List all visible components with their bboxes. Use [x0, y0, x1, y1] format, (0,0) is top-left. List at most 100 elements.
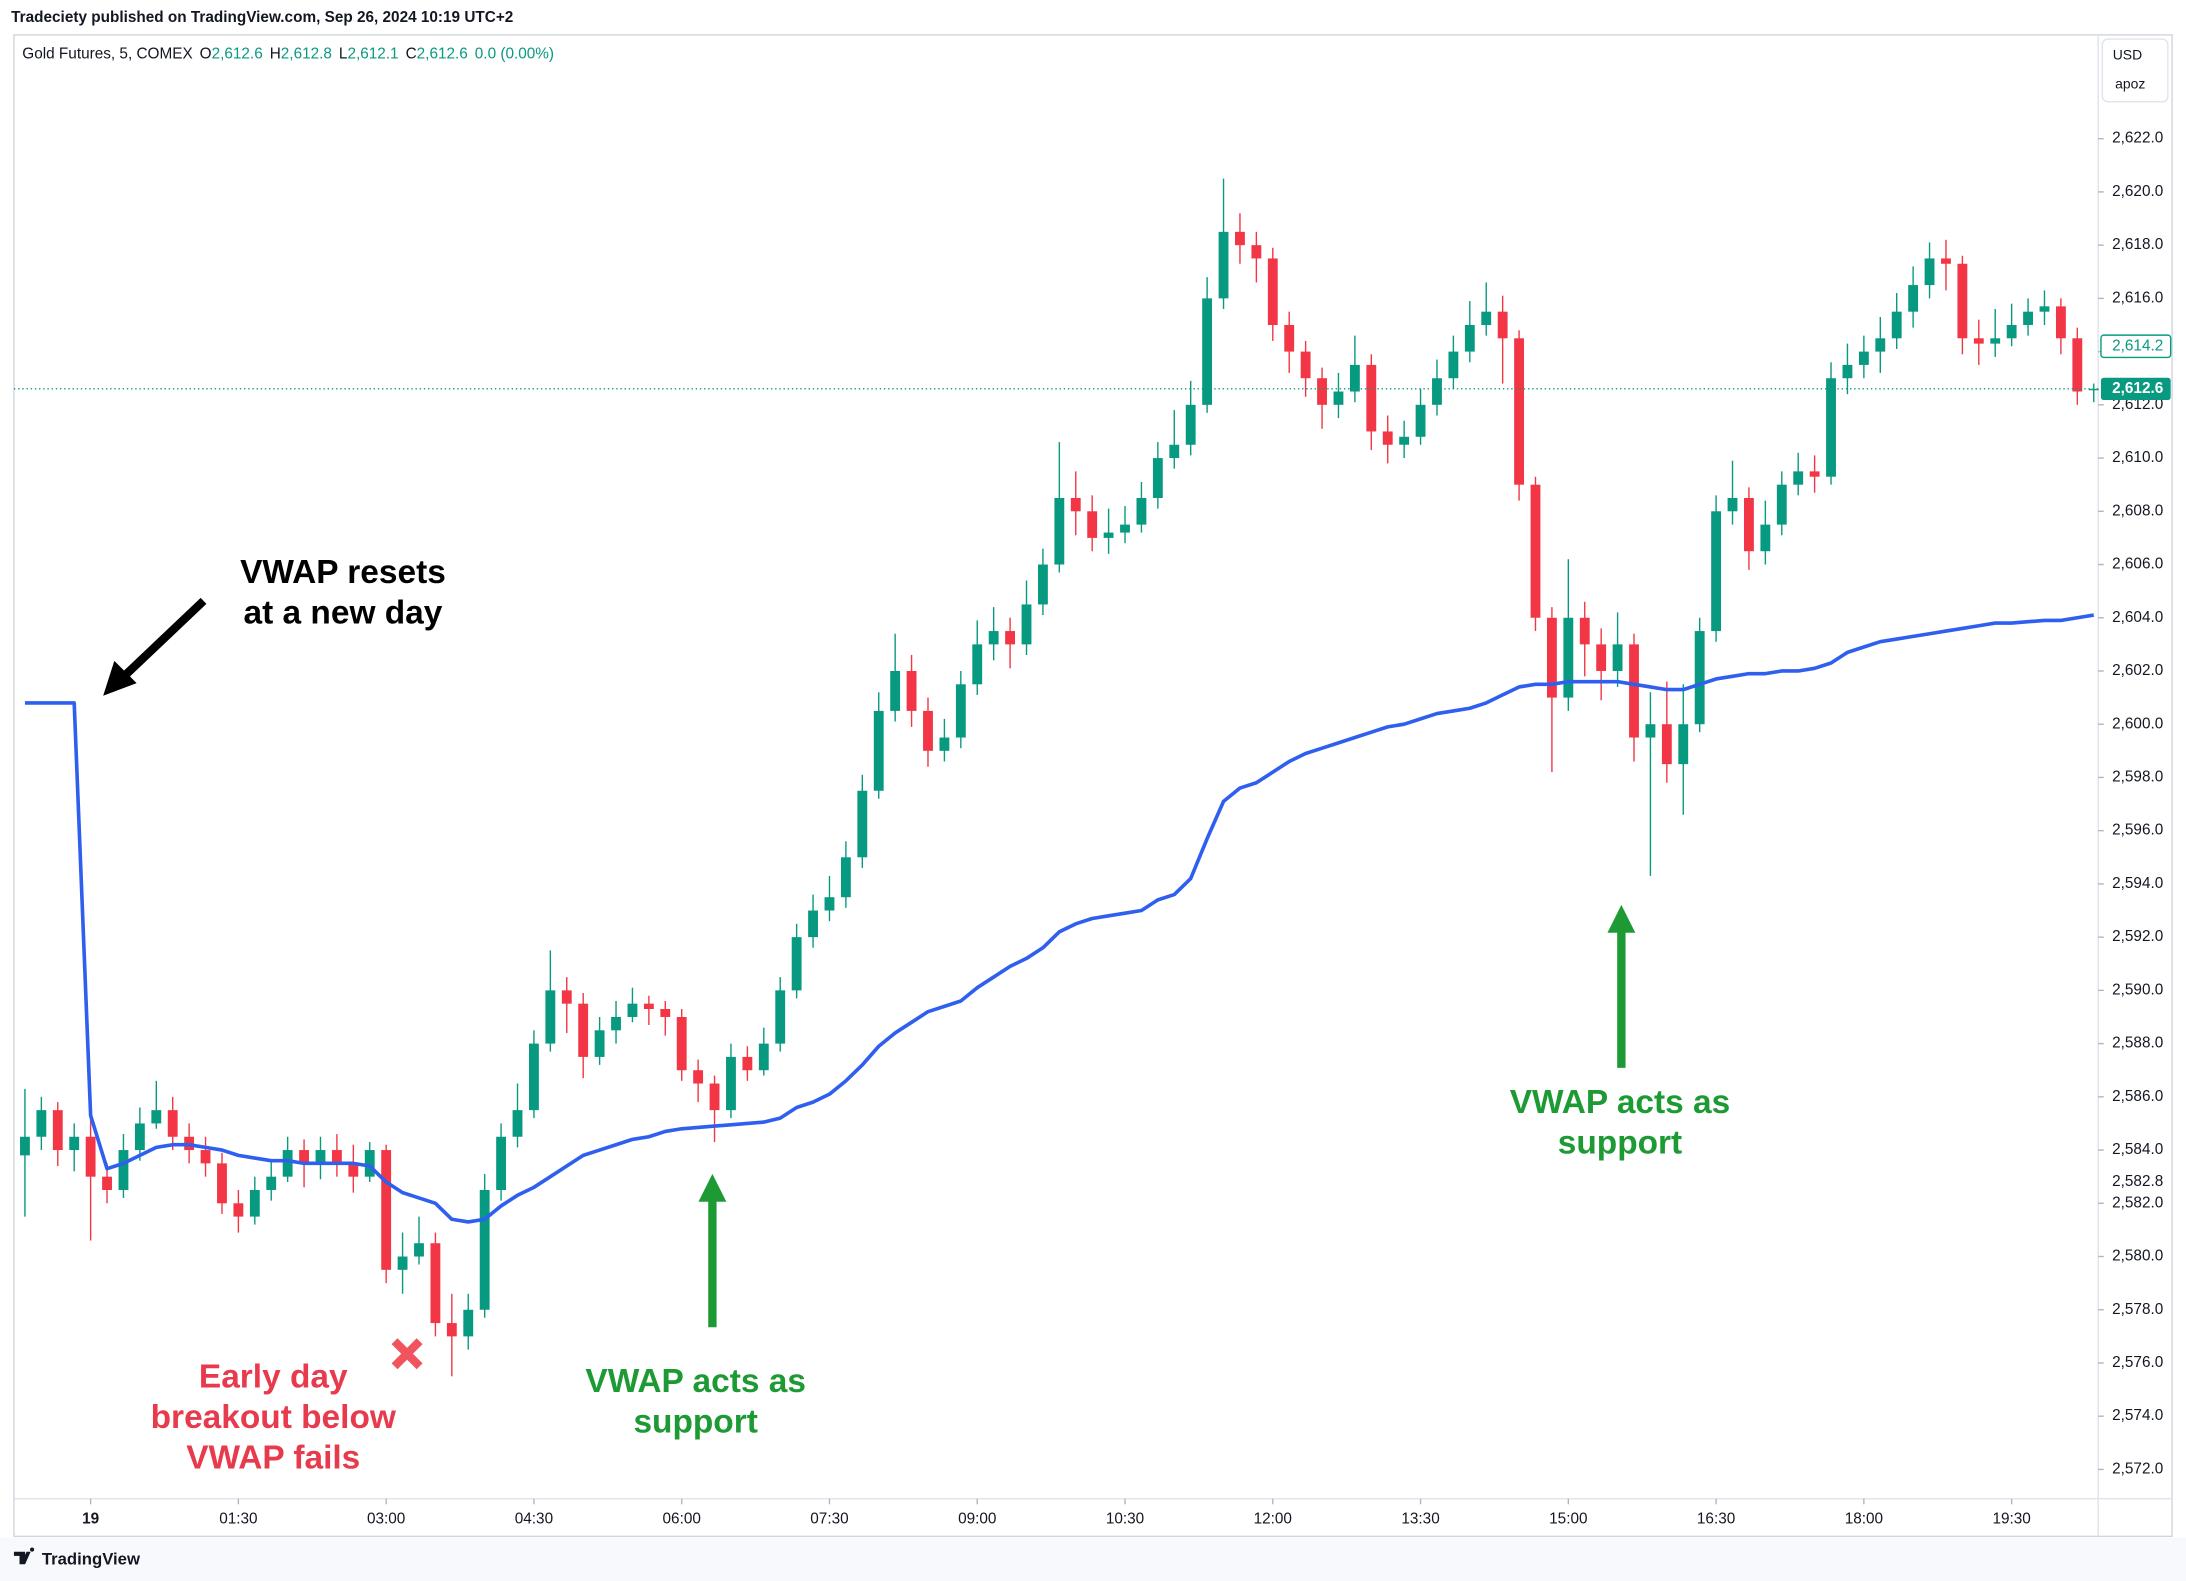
footer-brand: TradingView [42, 1549, 141, 1568]
y-tick-label: 2,596.0 [2112, 822, 2163, 839]
candle-body [2072, 338, 2083, 392]
candle-body [611, 1016, 621, 1031]
candle-body [299, 1150, 309, 1164]
publish-info: Tradeciety published on TradingView.com,… [11, 9, 513, 26]
candle-body [1300, 351, 1311, 379]
y-tick-label: 2,584.0 [2112, 1141, 2163, 1158]
candle-body [906, 670, 917, 711]
candle-body [52, 1110, 63, 1151]
candle-body [512, 1110, 523, 1137]
candle-body [348, 1163, 359, 1177]
candle-body [1678, 724, 1689, 765]
candle-body [1612, 644, 1623, 671]
logo [13, 1547, 35, 1565]
candle-body [134, 1123, 145, 1151]
candle-body [923, 710, 933, 751]
candle-body [627, 1003, 638, 1017]
candle-body [808, 910, 818, 938]
candle-body [1448, 351, 1459, 379]
y-tick-label: 2,594.0 [2112, 875, 2163, 892]
candle-body [282, 1150, 293, 1177]
candle-body [1070, 497, 1081, 512]
candle-body [1645, 724, 1656, 738]
y-tick-label: 2,580.0 [2112, 1248, 2163, 1265]
candle-body [1284, 324, 1295, 352]
x-tick-label: 09:00 [958, 1511, 996, 1528]
x-tick-label: 16:30 [1697, 1511, 1735, 1528]
candle-body [1349, 364, 1360, 392]
x-tick-label: 19 [82, 1511, 99, 1528]
candle-body [102, 1176, 112, 1190]
price-label-box [2100, 334, 2172, 359]
y-tick-label: 2,618.0 [2112, 236, 2163, 253]
candle-body [1514, 338, 1524, 485]
candle-body [1399, 436, 1410, 445]
ohlc-key: L [339, 45, 348, 62]
candle-body [594, 1030, 605, 1057]
candle-body [758, 1043, 769, 1071]
candle-body [217, 1163, 227, 1204]
candle-body [1021, 604, 1032, 645]
candle-body [1596, 644, 1607, 671]
y-tick-label: 2,572.0 [2112, 1460, 2163, 1477]
symbol: Gold Futures, 5, COMEX [22, 45, 192, 62]
candle-body [939, 737, 950, 751]
y-tick-label: 2,586.0 [2112, 1088, 2163, 1105]
y-tick-label: 2,598.0 [2112, 768, 2163, 785]
candle-body [1908, 285, 1919, 312]
ohlc-value: 2,612.8 [281, 45, 332, 62]
candle-body [1218, 231, 1229, 299]
candle-body [676, 1016, 687, 1071]
annotation: VWAP acts as [1510, 1084, 1731, 1121]
candle-body [1005, 631, 1016, 645]
candle-body [890, 670, 901, 711]
ohlc-key: O [200, 45, 212, 62]
y-tick-label: 2,582.0 [2112, 1194, 2163, 1211]
candle-body [331, 1150, 342, 1164]
candle-body [1809, 471, 1820, 477]
candle-body [1891, 311, 1902, 339]
ohlc-value: 2,612.1 [347, 45, 398, 62]
ohlc-key: C [406, 45, 417, 62]
candle-body [1366, 364, 1377, 432]
y-tick-label: 2,610.0 [2112, 449, 2163, 466]
candle-body [1957, 263, 1968, 339]
candle-body [578, 1003, 589, 1057]
annotation: support [1558, 1124, 1682, 1161]
candle-body [693, 1070, 704, 1084]
legend: Gold Futures, 5, COMEX O2,612.6 H2,612.8 L2… [22, 45, 554, 62]
candle-body [1415, 404, 1426, 437]
fail-mark [391, 1338, 423, 1370]
y-tick-label: 2,604.0 [2112, 609, 2163, 626]
chart-frame [13, 34, 2173, 1538]
candle-body [1152, 458, 1163, 498]
y-tick-label: 2,588.0 [2112, 1035, 2163, 1052]
candle-body [972, 644, 983, 685]
candle-body [1661, 724, 1672, 765]
price-label: 2,582.8 [2112, 1173, 2163, 1190]
candle-body [1579, 617, 1590, 645]
candle-body [1202, 298, 1213, 405]
currency-box[interactable] [2101, 38, 2169, 103]
candle-body [1054, 497, 1065, 565]
candle-body [1858, 351, 1869, 365]
candle-body [1546, 617, 1557, 698]
x-tick-label: 03:00 [367, 1511, 405, 1528]
x-tick-label: 18:00 [1845, 1511, 1883, 1528]
candle-body [1842, 364, 1853, 379]
candle-body [955, 684, 966, 738]
annotation: support [633, 1403, 757, 1440]
candle-body [726, 1056, 736, 1111]
candle-body [1120, 524, 1130, 533]
candle-body [2055, 306, 2066, 339]
candle-body [873, 710, 884, 791]
price-label: 2,612.6 [2112, 380, 2163, 397]
candle-body [1169, 444, 1180, 459]
x-tick-label: 01:30 [219, 1511, 257, 1528]
candle-body [381, 1150, 392, 1270]
candle-body [1973, 338, 1984, 344]
vwap-line [24, 613, 2095, 1224]
candle-body [1235, 231, 1245, 246]
x-tick-label: 06:00 [663, 1511, 701, 1528]
